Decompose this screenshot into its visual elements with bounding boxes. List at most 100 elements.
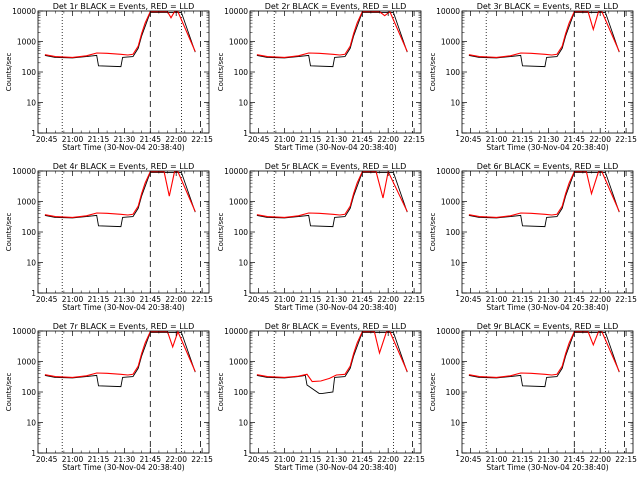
y-tick-label: 100 (22, 228, 37, 237)
chart-title: Det 8r BLACK = Events, RED = LLD (265, 322, 407, 331)
x-tick-label: 21:15 (88, 135, 110, 144)
x-tick-label: 20:45 (248, 295, 270, 304)
y-tick-label: 10 (238, 259, 248, 268)
y-tick-label: 10 (26, 419, 36, 428)
lld-series-line (468, 171, 620, 218)
x-tick-label: 22:00 (589, 455, 611, 464)
chart-panel-5: 1 10 100 1000 10000 20:45 21:00 21:15 21:30 21:45… (217, 162, 425, 312)
x-tick-label: 21:00 (274, 135, 296, 144)
plot-frame (461, 10, 634, 134)
x-tick-label: 21:30 (114, 135, 136, 144)
y-tick-label: 100 (22, 68, 37, 77)
x-tick-label: 21:00 (486, 295, 508, 304)
x-tick-label: 21:15 (512, 135, 534, 144)
events-series-line (44, 11, 196, 68)
y-axis-label: Counts/sec (5, 213, 13, 252)
x-tick-label: 22:00 (589, 295, 611, 304)
x-tick-label: 21:30 (326, 295, 348, 304)
y-tick-label: 1000 (441, 38, 460, 47)
x-tick-label: 21:45 (563, 295, 585, 304)
x-tick-label: 22:15 (191, 455, 213, 464)
y-tick-label: 1000 (229, 198, 248, 207)
plot-frame (249, 170, 422, 294)
chart-title: Det 9r BLACK = Events, RED = LLD (477, 322, 619, 331)
y-tick-label: 10 (26, 259, 36, 268)
x-tick-label: 20:45 (248, 135, 270, 144)
y-tick-label: 10 (238, 419, 248, 428)
x-tick-label: 21:00 (486, 455, 508, 464)
y-axis-label: Counts/sec (217, 53, 225, 92)
x-tick-label: 21:15 (88, 295, 110, 304)
x-tick-label: 22:00 (165, 295, 187, 304)
y-tick-label: 1000 (17, 358, 36, 367)
events-series-line (256, 171, 408, 228)
x-tick-label: 21:00 (62, 295, 84, 304)
y-tick-label: 1 (455, 289, 460, 298)
y-tick-label: 10000 (12, 7, 36, 16)
x-tick-label: 21:30 (538, 135, 560, 144)
x-axis-label: Start Time (30-Nov-04 20:38:40) (486, 143, 608, 152)
plot-frame (249, 330, 422, 454)
x-tick-label: 21:15 (512, 455, 534, 464)
plot-frame (461, 330, 634, 454)
x-tick-label: 21:45 (139, 135, 161, 144)
x-tick-label: 22:15 (615, 295, 637, 304)
chart-title: Det 6r BLACK = Events, RED = LLD (477, 162, 619, 171)
x-axis-label: Start Time (30-Nov-04 20:38:40) (62, 303, 184, 312)
y-tick-label: 1000 (229, 358, 248, 367)
x-tick-label: 22:15 (403, 295, 425, 304)
x-tick-label: 21:45 (351, 295, 373, 304)
x-tick-label: 21:30 (326, 455, 348, 464)
chart-panel-8: 1 10 100 1000 10000 20:45 21:00 21:15 21:30 21:45… (217, 322, 425, 472)
x-tick-label: 22:00 (377, 135, 399, 144)
events-series-line (256, 11, 408, 68)
chart-title: Det 2r BLACK = Events, RED = LLD (265, 2, 407, 11)
x-tick-label: 21:15 (300, 295, 322, 304)
x-tick-label: 21:15 (300, 135, 322, 144)
plot-frame (37, 10, 210, 134)
x-tick-label: 21:45 (563, 135, 585, 144)
plot-frame (461, 170, 634, 294)
x-tick-label: 22:00 (165, 455, 187, 464)
x-tick-label: 22:15 (403, 135, 425, 144)
chart-title: Det 1r BLACK = Events, RED = LLD (53, 2, 195, 11)
x-tick-label: 21:00 (62, 135, 84, 144)
y-tick-label: 100 (446, 388, 461, 397)
y-axis-label: Counts/sec (5, 53, 13, 92)
y-tick-label: 1 (31, 289, 36, 298)
x-axis-label: Start Time (30-Nov-04 20:38:40) (274, 303, 396, 312)
y-tick-label: 10000 (224, 7, 248, 16)
x-axis-label: Start Time (30-Nov-04 20:38:40) (486, 303, 608, 312)
y-tick-label: 10000 (224, 167, 248, 176)
x-tick-label: 21:15 (300, 455, 322, 464)
y-tick-label: 100 (234, 68, 249, 77)
lld-series-line (256, 169, 408, 218)
x-tick-label: 22:00 (165, 135, 187, 144)
lld-series-line (256, 10, 408, 58)
events-series-line (468, 171, 620, 228)
y-axis-label: Counts/sec (217, 373, 225, 412)
x-tick-label: 21:45 (139, 295, 161, 304)
x-tick-label: 20:45 (460, 455, 482, 464)
y-tick-label: 1 (31, 129, 36, 138)
lld-series-line (256, 331, 408, 383)
x-axis-label: Start Time (30-Nov-04 20:38:40) (274, 143, 396, 152)
y-tick-label: 1000 (441, 358, 460, 367)
x-tick-label: 22:00 (377, 295, 399, 304)
y-axis-label: Counts/sec (5, 373, 13, 412)
y-tick-label: 10000 (436, 167, 460, 176)
x-axis-label: Start Time (30-Nov-04 20:38:40) (486, 463, 608, 472)
chart-title: Det 5r BLACK = Events, RED = LLD (265, 162, 407, 171)
lld-series-line (44, 171, 196, 218)
x-tick-label: 20:45 (248, 455, 270, 464)
plot-frame (249, 10, 422, 134)
lld-series-line (468, 11, 620, 58)
y-tick-label: 100 (446, 68, 461, 77)
y-tick-label: 10000 (436, 7, 460, 16)
y-tick-label: 1 (243, 449, 248, 458)
x-tick-label: 22:15 (191, 135, 213, 144)
x-tick-label: 21:00 (486, 135, 508, 144)
chart-panel-1: 1 10 100 1000 10000 20:45 21:00 21:15 21:30 21:45… (5, 2, 213, 152)
y-tick-label: 10000 (224, 327, 248, 336)
chart-panel-4: 1 10 100 1000 10000 20:45 21:00 21:15 21:30 21:45… (5, 162, 213, 312)
